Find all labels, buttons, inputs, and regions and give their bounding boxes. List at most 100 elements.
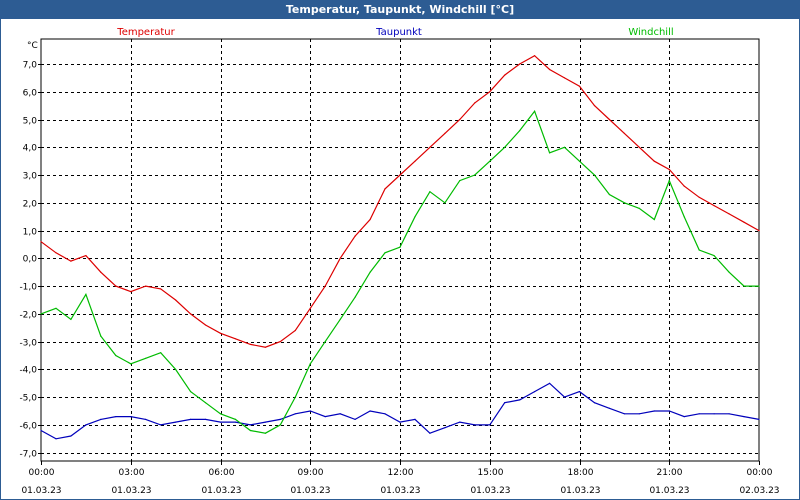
data-point-temperatur <box>563 77 566 79</box>
legend-item-temperatur: Temperatur <box>116 27 175 38</box>
legend-item-taupunkt: Taupunkt <box>375 27 422 38</box>
x-tick-time-label: 21:00 <box>657 468 683 478</box>
data-point-windchill <box>309 363 311 365</box>
data-point-windchill <box>608 193 611 196</box>
data-point-temperatur <box>653 160 655 162</box>
data-point-taupunkt <box>519 399 521 401</box>
data-point-windchill <box>234 418 237 420</box>
data-point-temperatur <box>758 230 760 232</box>
data-point-windchill <box>578 160 581 162</box>
data-point-temperatur <box>55 252 57 254</box>
y-tick-label: 3,0 <box>23 172 38 182</box>
data-point-windchill <box>190 391 192 393</box>
x-tick-date-label: 01.03.23 <box>111 486 151 496</box>
x-tick-date-label: 01.03.23 <box>649 486 689 496</box>
data-point-taupunkt <box>534 391 536 393</box>
x-tick-date-label: 01.03.23 <box>290 486 330 496</box>
data-point-windchill <box>85 293 87 295</box>
data-point-taupunkt <box>100 418 102 420</box>
y-tick-label: 1,0 <box>23 228 38 238</box>
data-point-taupunkt <box>623 413 626 415</box>
data-point-windchill <box>354 296 356 298</box>
data-point-taupunkt <box>219 421 222 423</box>
data-point-windchill <box>638 207 640 209</box>
y-tick-label: -4,0 <box>19 366 37 376</box>
data-point-taupunkt <box>668 410 670 412</box>
data-point-taupunkt <box>459 421 461 423</box>
data-point-windchill <box>489 160 491 162</box>
data-point-temperatur <box>623 132 626 134</box>
data-point-taupunkt <box>294 413 296 415</box>
data-point-windchill <box>414 216 416 218</box>
data-point-windchill <box>653 218 655 221</box>
data-point-temperatur <box>190 313 192 315</box>
data-point-temperatur <box>578 85 581 87</box>
y-tick-label: 2,0 <box>23 200 38 210</box>
data-point-temperatur <box>160 288 162 290</box>
x-tick-date-label: 01.03.23 <box>560 486 600 496</box>
data-point-taupunkt <box>563 396 566 398</box>
data-point-temperatur <box>339 257 341 259</box>
data-point-temperatur <box>294 329 296 332</box>
data-point-temperatur <box>249 343 251 345</box>
data-point-temperatur <box>145 285 147 287</box>
data-point-windchill <box>384 252 386 254</box>
data-point-taupunkt <box>115 416 117 418</box>
data-point-taupunkt <box>160 424 162 426</box>
x-tick-time-label: 00:00 <box>747 468 773 478</box>
data-point-taupunkt <box>279 418 281 420</box>
x-tick-date-label: 01.03.23 <box>201 486 241 496</box>
y-tick-label: 4,0 <box>23 144 38 154</box>
y-tick-label: 6,0 <box>23 89 38 99</box>
data-point-windchill <box>145 357 147 359</box>
data-point-temperatur <box>399 174 401 176</box>
x-tick-date-label: 02.03.23 <box>739 486 779 496</box>
data-point-taupunkt <box>638 413 640 415</box>
data-point-windchill <box>474 174 476 176</box>
y-tick-label: -2,0 <box>19 311 37 321</box>
data-point-temperatur <box>698 196 700 198</box>
data-point-taupunkt <box>399 421 401 423</box>
data-point-windchill <box>698 249 700 251</box>
data-point-windchill <box>459 180 461 182</box>
data-point-taupunkt <box>130 416 132 418</box>
data-point-taupunkt <box>743 416 745 418</box>
window-title: Temperatur, Taupunkt, Windchill [°C] <box>1 1 799 19</box>
data-point-temperatur <box>489 91 491 93</box>
data-point-taupunkt <box>55 438 57 440</box>
data-point-temperatur <box>40 241 42 243</box>
data-point-windchill <box>593 174 596 176</box>
data-point-windchill <box>683 216 685 218</box>
data-point-temperatur <box>668 168 670 171</box>
data-point-taupunkt <box>249 424 251 426</box>
x-tick-date-label: 01.03.23 <box>380 486 420 496</box>
x-tick-time-label: 03:00 <box>119 468 145 478</box>
data-point-temperatur <box>414 160 416 162</box>
data-point-taupunkt <box>593 402 596 404</box>
data-point-windchill <box>279 424 281 426</box>
data-point-taupunkt <box>70 435 72 437</box>
data-point-taupunkt <box>190 418 192 420</box>
data-point-windchill <box>549 152 551 154</box>
data-point-taupunkt <box>504 402 506 404</box>
data-point-taupunkt <box>369 410 371 412</box>
y-tick-label: -7,0 <box>19 450 37 460</box>
data-point-temperatur <box>504 74 506 76</box>
data-point-taupunkt <box>175 421 177 423</box>
data-point-temperatur <box>234 338 237 340</box>
x-tick-date-label: 01.03.23 <box>21 486 61 496</box>
data-point-temperatur <box>264 346 266 348</box>
data-point-temperatur <box>324 285 326 287</box>
data-point-taupunkt <box>758 418 760 420</box>
y-tick-label: 7,0 <box>23 61 38 71</box>
x-tick-time-label: 12:00 <box>388 468 414 478</box>
data-point-temperatur <box>519 63 521 65</box>
data-point-temperatur <box>474 102 476 104</box>
data-point-temperatur <box>204 324 207 326</box>
x-tick-time-label: 09:00 <box>298 468 324 478</box>
data-point-taupunkt <box>683 416 685 418</box>
data-point-windchill <box>219 413 222 415</box>
data-point-taupunkt <box>698 413 700 415</box>
data-point-taupunkt <box>429 432 431 434</box>
